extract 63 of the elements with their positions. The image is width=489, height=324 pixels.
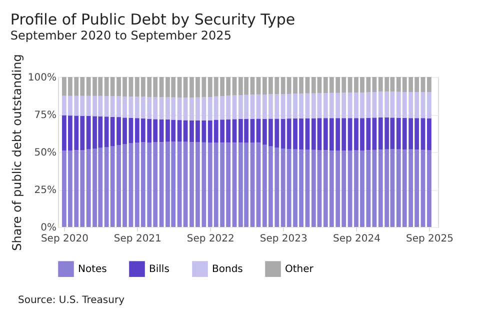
bar (183, 120, 188, 142)
y-tick-label: 25% (34, 185, 56, 196)
bar (177, 120, 182, 142)
bar (305, 77, 310, 94)
bar (420, 150, 426, 227)
y-tick-label: 75% (34, 110, 56, 121)
bar (159, 77, 164, 98)
y-tick-label: 100% (28, 72, 56, 84)
bar (427, 77, 432, 92)
bar (232, 119, 237, 143)
bar (232, 95, 237, 120)
bar (250, 77, 255, 95)
bar (250, 118, 255, 143)
x-tick-label: Sep 2022 (186, 234, 234, 244)
bar (305, 118, 310, 150)
bar (420, 118, 426, 150)
y-axis-title: Share of public debt outstanding (10, 54, 24, 251)
bar (427, 92, 432, 118)
bar (427, 118, 432, 150)
chart-title: Profile of Public Debt by Security Type (10, 10, 296, 29)
bar (128, 77, 134, 97)
bar (305, 93, 310, 118)
bar (420, 77, 426, 92)
bar (183, 77, 188, 98)
legend-label: Notes (78, 264, 107, 276)
bar (177, 77, 182, 98)
bar (159, 119, 164, 142)
source-note: Source: U.S. Treasury (18, 295, 125, 306)
bar (183, 142, 188, 227)
y-tick-label: 50% (34, 148, 56, 158)
bar (305, 150, 310, 227)
legend-label: Bonds (212, 264, 243, 276)
bar (159, 97, 164, 120)
x-tick-label: Sep 2021 (114, 234, 162, 244)
bar (232, 77, 237, 96)
chart-subtitle: September 2020 to September 2025 (10, 28, 232, 43)
bar (128, 143, 134, 227)
bar (348, 92, 352, 118)
x-tick-label: Sep 2024 (333, 234, 380, 244)
bar (177, 142, 182, 227)
legend-label: Bills (149, 264, 170, 276)
bar (256, 77, 261, 94)
x-tick-label: Sep 2020 (40, 234, 88, 244)
bar (256, 118, 261, 143)
bar (348, 118, 352, 150)
bar (128, 118, 134, 143)
bar (159, 142, 164, 227)
x-tick-label: Sep 2023 (260, 234, 308, 244)
bar (256, 142, 261, 227)
bar (348, 77, 352, 93)
bar (256, 94, 261, 119)
bar (250, 94, 255, 119)
bar (427, 150, 432, 227)
bar (232, 142, 237, 227)
bar (177, 98, 182, 120)
x-tick-label: Sep 2025 (406, 234, 454, 244)
bar (250, 142, 255, 227)
bar (348, 150, 352, 227)
legend-label: Other (285, 264, 314, 276)
bar (420, 92, 426, 118)
y-tick-label: 0% (40, 222, 56, 234)
bar (128, 96, 134, 118)
bar (183, 98, 188, 120)
